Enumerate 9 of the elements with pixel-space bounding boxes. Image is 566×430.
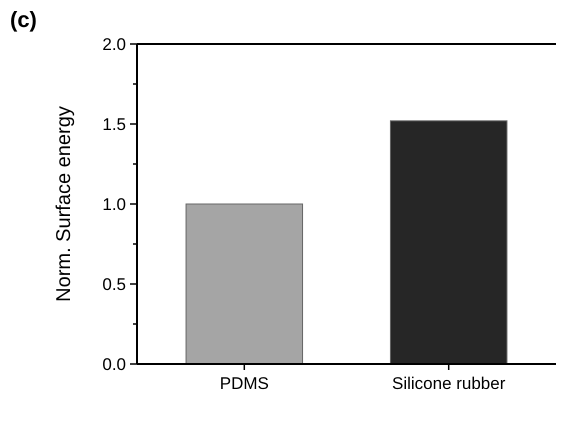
y-tick-label: 1.5 [102,114,126,134]
chart-title: (c) [10,7,37,32]
x-tick-label: Silicone rubber [392,374,506,393]
y-axis-title: Norm. Surface energy [53,106,75,302]
x-tick-label: PDMS [220,374,269,393]
y-tick-label: 2.0 [102,34,126,54]
y-tick-label: 1.0 [102,194,126,214]
y-tick-label: 0.5 [102,274,126,294]
y-tick-label: 0.0 [102,354,126,374]
